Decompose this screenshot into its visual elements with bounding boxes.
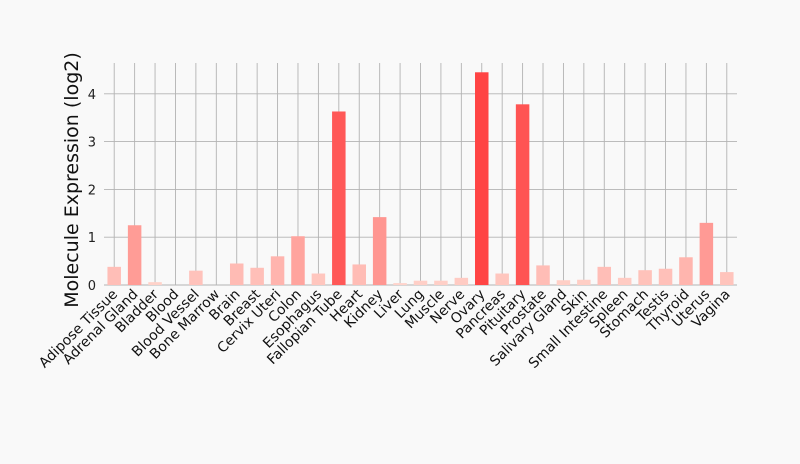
bar-adrenal-gland — [127, 225, 142, 285]
bars — [107, 72, 734, 286]
y-tick-label: 2 — [88, 183, 96, 198]
bar-skin — [577, 279, 591, 285]
y-axis-title: Molecule Expression (log2) — [61, 52, 83, 308]
y-tick-label: 4 — [88, 88, 96, 103]
bar-bladder — [148, 282, 162, 285]
bar-pituitary — [515, 104, 530, 285]
bar-breast — [250, 267, 264, 285]
bar-pancreas — [495, 273, 509, 285]
bar-prostate — [536, 265, 550, 285]
bar-adipose-tissue — [107, 266, 121, 285]
y-tick-label: 1 — [88, 231, 96, 246]
bar-brain — [229, 263, 244, 285]
bar-cervix-uteri — [270, 256, 285, 285]
bar-colon — [291, 236, 305, 285]
bar-testis — [658, 268, 673, 285]
y-tick-label: 3 — [88, 136, 96, 151]
y-axis-ticks: 0 1 2 3 4 — [88, 88, 96, 294]
bar-stomach — [638, 270, 652, 285]
bar-esophagus — [311, 273, 326, 285]
bar-uterus — [699, 222, 714, 285]
bar-thyroid — [679, 257, 693, 285]
bar-heart — [352, 264, 366, 285]
y-tick-label: 0 — [88, 279, 96, 294]
bar-kidney — [372, 217, 387, 285]
bar-spleen — [617, 277, 632, 285]
bar-ovary — [475, 72, 489, 285]
bar-small-intestine — [597, 266, 612, 285]
bar-blood-vessel — [189, 270, 203, 285]
bar-nerve — [454, 277, 469, 285]
bar-muscle — [434, 280, 448, 285]
bar-lung — [413, 280, 428, 285]
bar-fallopian-tube — [332, 111, 346, 286]
bar-salivary-gland — [556, 280, 571, 285]
bar-liver — [393, 283, 407, 285]
bar-vagina — [720, 272, 734, 285]
